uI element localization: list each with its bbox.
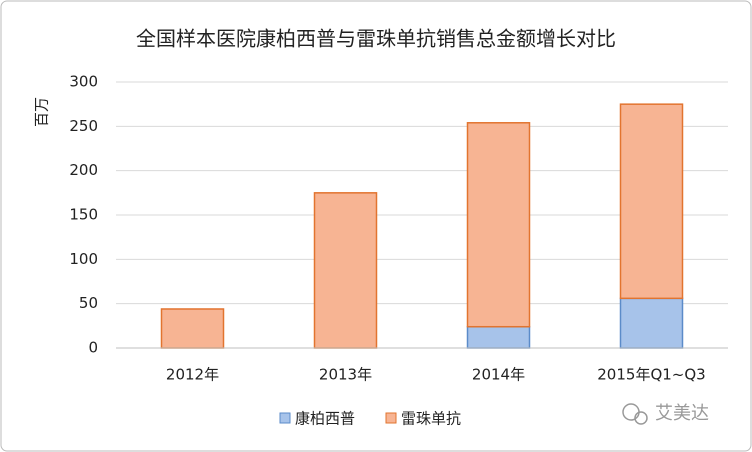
legend-swatch: [385, 412, 397, 424]
y-tick-label: 250: [69, 117, 98, 135]
x-tick-label: 2013年: [319, 366, 372, 384]
bar-segment: [466, 122, 531, 328]
bar-segment: [619, 103, 684, 300]
bar-segment: [313, 192, 378, 349]
watermark: 艾美达: [622, 403, 709, 425]
legend-label: 雷珠单抗: [401, 410, 461, 428]
y-tick-label: 300: [69, 73, 98, 91]
legend-swatch: [279, 412, 291, 424]
x-tick-label: 2014年: [472, 366, 525, 384]
y-tick-label: 100: [69, 250, 98, 268]
y-tick-label: 200: [69, 161, 98, 179]
watermark-icon: [634, 411, 648, 425]
legend-label: 康柏西普: [295, 410, 355, 428]
x-tick-label: 2012年: [166, 366, 219, 384]
chart-title: 全国样本医院康柏西普与雷珠单抗销售总金额增长对比: [136, 27, 616, 51]
bar-segment: [466, 325, 531, 349]
y-axis-label: 百万: [33, 97, 51, 127]
x-tick-label: 2015年Q1~Q3: [597, 366, 705, 384]
y-tick-label: 150: [69, 206, 98, 224]
bar-segment: [160, 308, 225, 349]
y-tick-label: 0: [88, 339, 98, 357]
y-tick-label: 50: [79, 294, 98, 312]
watermark-text: 艾美达: [655, 403, 709, 424]
bar-segment: [619, 297, 684, 349]
